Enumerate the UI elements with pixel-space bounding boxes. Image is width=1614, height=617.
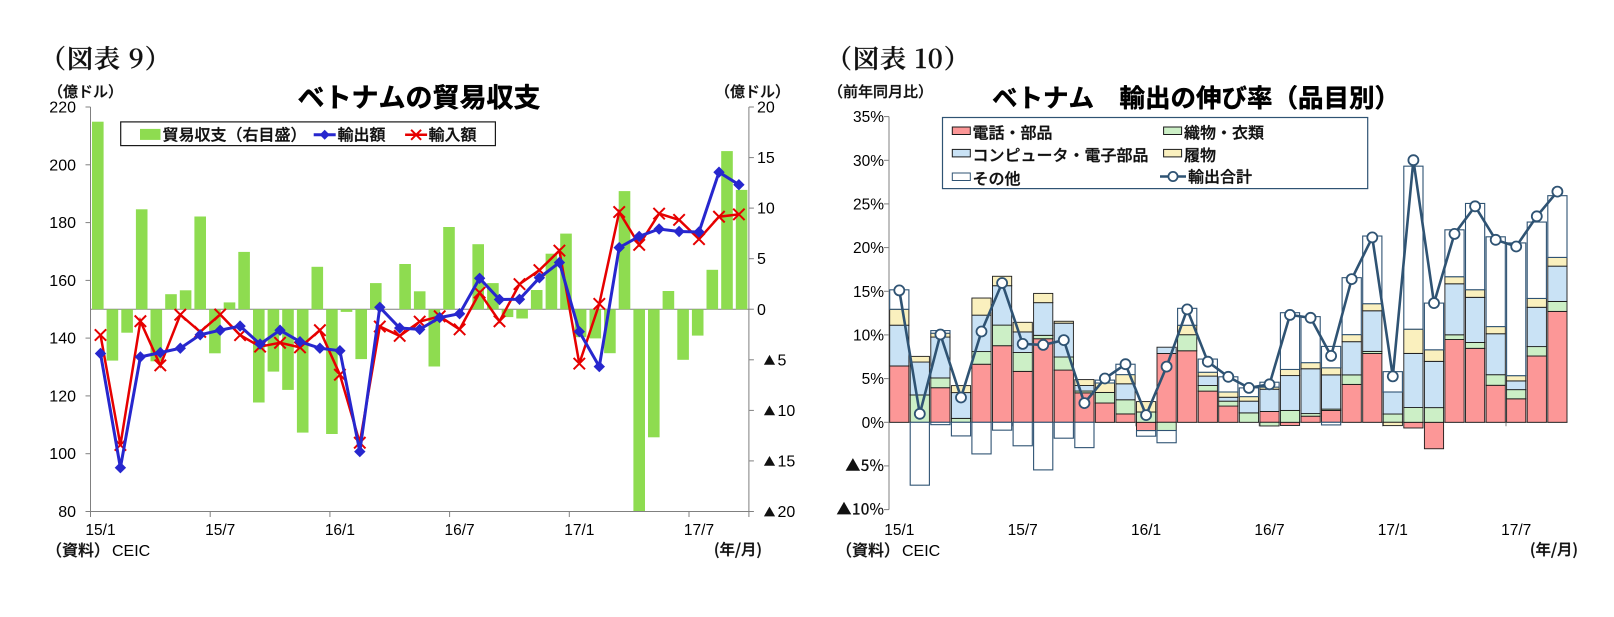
svg-text:10: 10 (778, 403, 796, 420)
svg-text:17/1: 17/1 (564, 522, 594, 539)
svg-text:20: 20 (757, 100, 775, 117)
svg-text:10%: 10% (853, 327, 884, 344)
svg-text:200: 200 (49, 157, 76, 174)
svg-text:160: 160 (49, 273, 76, 290)
svg-text:10: 10 (757, 201, 775, 218)
svg-text:5%: 5% (862, 371, 885, 388)
svg-text:15/7: 15/7 (205, 522, 235, 539)
svg-text:CEIC: CEIC (112, 543, 150, 560)
svg-text:17/1: 17/1 (1378, 522, 1408, 539)
svg-text:15: 15 (757, 150, 775, 167)
svg-text:15/1: 15/1 (884, 522, 914, 539)
svg-text:20: 20 (778, 504, 796, 521)
svg-text:15: 15 (778, 453, 796, 470)
svg-text:15%: 15% (853, 284, 884, 301)
svg-text:30%: 30% (853, 153, 884, 170)
svg-text:16/1: 16/1 (325, 522, 355, 539)
svg-text:5: 5 (778, 352, 787, 369)
svg-text:0%: 0% (862, 415, 885, 432)
svg-text:17/7: 17/7 (684, 522, 714, 539)
svg-text:16/7: 16/7 (445, 522, 475, 539)
svg-text:100: 100 (49, 446, 76, 463)
svg-text:120: 120 (49, 388, 76, 405)
svg-text:16/7: 16/7 (1254, 522, 1284, 539)
svg-text:5: 5 (757, 251, 766, 268)
svg-text:15/1: 15/1 (85, 522, 115, 539)
svg-text:0: 0 (757, 302, 766, 319)
svg-text:25%: 25% (853, 196, 884, 213)
svg-text:220: 220 (49, 100, 76, 117)
svg-text:20%: 20% (853, 240, 884, 257)
svg-text:180: 180 (49, 215, 76, 232)
svg-text:35%: 35% (853, 109, 884, 126)
svg-text:16/1: 16/1 (1131, 522, 1161, 539)
svg-text:CEIC: CEIC (902, 543, 940, 560)
svg-text:80: 80 (58, 504, 76, 521)
svg-text:17/7: 17/7 (1501, 522, 1531, 539)
svg-text:15/7: 15/7 (1008, 522, 1038, 539)
svg-text:140: 140 (49, 331, 76, 348)
